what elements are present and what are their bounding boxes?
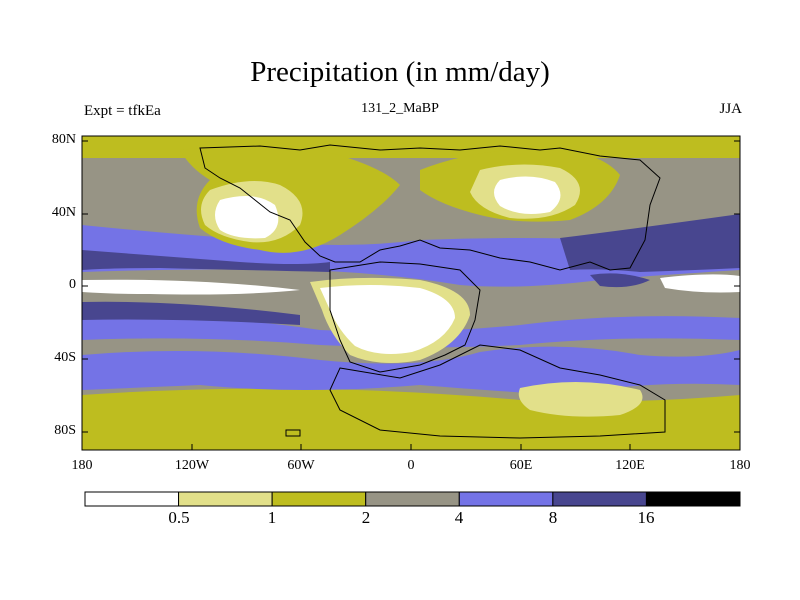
eurasia-arid xyxy=(494,176,561,214)
west-pacific-dark xyxy=(560,214,740,272)
colorbar-swatch xyxy=(458,491,554,507)
island-outline xyxy=(285,429,301,437)
colorbar-swatch xyxy=(552,491,647,507)
south-dark-band xyxy=(82,301,300,325)
equatorial-dry-west xyxy=(82,279,300,295)
lon-tick-label: 60E xyxy=(509,458,533,473)
gondwana-north-outline xyxy=(329,261,481,373)
maritime-dark xyxy=(590,273,650,288)
gondwana-arid xyxy=(320,285,455,354)
lon-tick-label: 180 xyxy=(729,458,751,473)
paleo-coastlines xyxy=(199,144,666,439)
colorbar-level-label: 2 xyxy=(361,508,371,527)
axis-ticks xyxy=(81,140,741,450)
colorbar-swatch xyxy=(645,491,741,507)
lon-tick-label: 120E xyxy=(615,458,645,473)
colorbar-level-label: 1 xyxy=(267,508,277,527)
colorbar-level-label: 4 xyxy=(454,508,464,527)
laurasia-outline xyxy=(199,144,661,271)
lat-tick-label: 80N xyxy=(51,132,76,147)
lon-tick-label: 0 xyxy=(407,458,415,473)
lon-tick-label: 60W xyxy=(287,458,315,473)
colorbar xyxy=(84,491,741,507)
south-polar-semi-arid xyxy=(518,381,643,417)
lat-tick-label: 0 xyxy=(69,277,76,292)
experiment-subtitle: 131_2_MaBP xyxy=(361,101,439,116)
north-america-arid xyxy=(215,196,279,239)
lat-tick-label: 40S xyxy=(54,350,76,365)
colorbar-level-label: 8 xyxy=(548,508,558,527)
colorbar-swatch xyxy=(365,491,460,507)
gondwana-south-outline xyxy=(329,344,666,439)
map-panel xyxy=(81,135,741,451)
colorbar-level-label: 16 xyxy=(637,508,655,527)
lat-tick-label: 80S xyxy=(54,423,76,438)
map-title: Precipitation (in mm/day) xyxy=(250,56,550,88)
colorbar-swatch xyxy=(271,491,367,507)
arctic-band xyxy=(82,136,740,158)
colorbar-level-label: 0.5 xyxy=(168,508,190,527)
lon-tick-label: 180 xyxy=(71,458,93,473)
itcz-dark-west xyxy=(82,250,330,272)
experiment-label: Expt = tfkEa xyxy=(84,103,161,119)
season-label: JJA xyxy=(719,101,742,117)
equatorial-dry-east xyxy=(660,274,740,293)
lon-tick-label: 120W xyxy=(174,458,210,473)
lat-tick-label: 40N xyxy=(51,205,76,220)
colorbar-swatch xyxy=(84,491,180,507)
colorbar-swatch xyxy=(178,491,273,507)
